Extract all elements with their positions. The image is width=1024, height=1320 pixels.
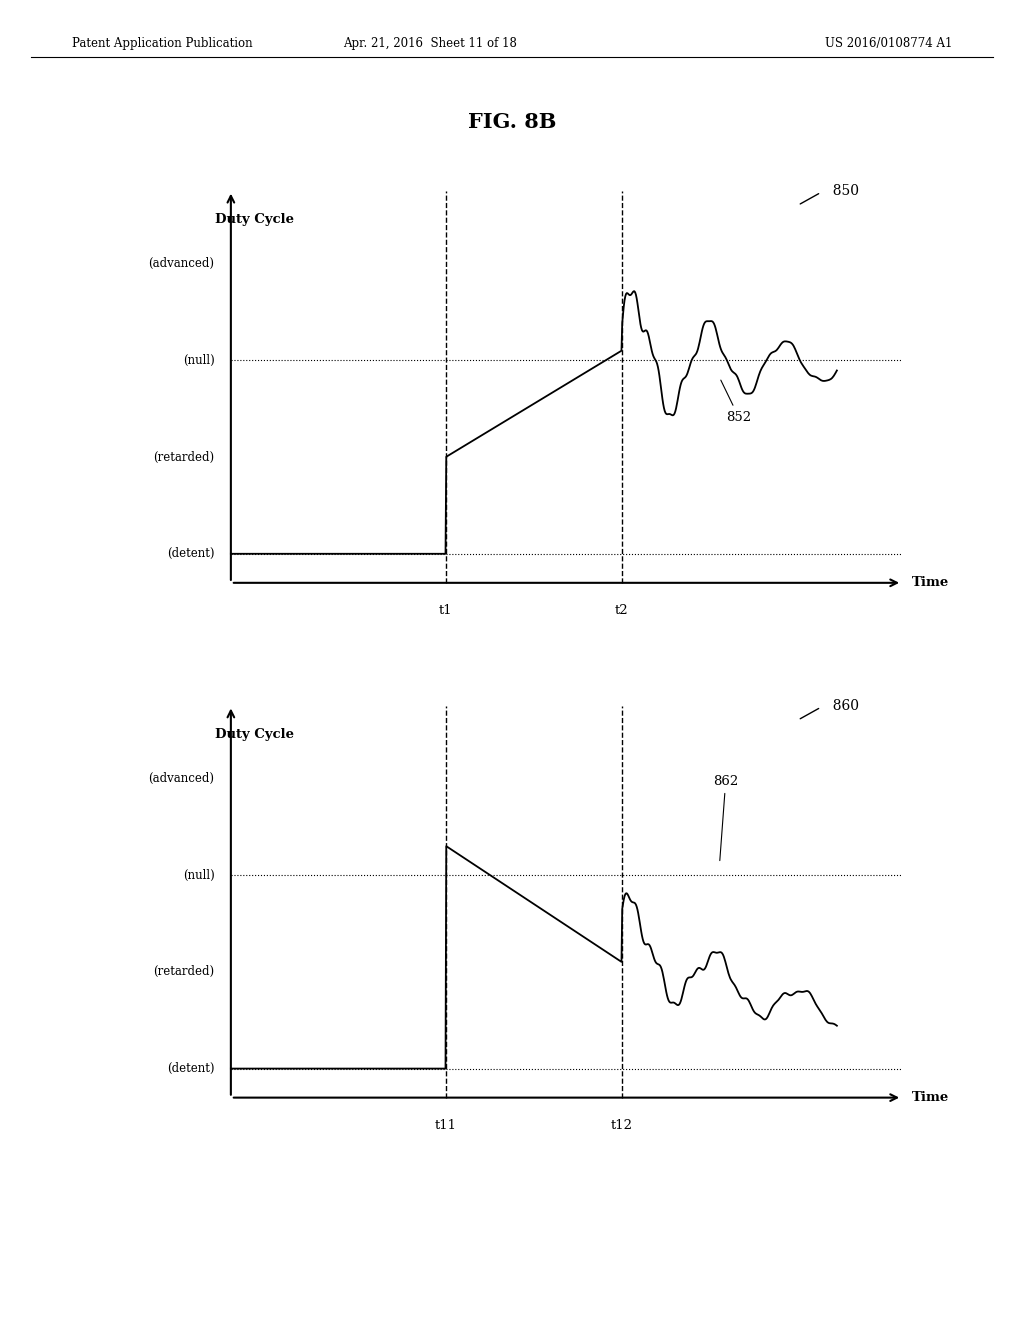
Text: Time: Time xyxy=(911,1092,949,1104)
Text: Apr. 21, 2016  Sheet 11 of 18: Apr. 21, 2016 Sheet 11 of 18 xyxy=(343,37,517,50)
Text: t12: t12 xyxy=(611,1119,633,1133)
Text: t1: t1 xyxy=(439,605,453,618)
Text: (advanced): (advanced) xyxy=(148,772,215,784)
Text: Time: Time xyxy=(911,577,949,589)
Text: Patent Application Publication: Patent Application Publication xyxy=(72,37,252,50)
Text: (detent): (detent) xyxy=(167,1063,215,1074)
Text: 852: 852 xyxy=(721,380,752,424)
Text: 862: 862 xyxy=(713,775,738,861)
Text: t2: t2 xyxy=(615,605,629,618)
Text: FIG. 8B: FIG. 8B xyxy=(468,112,556,132)
Text: (retarded): (retarded) xyxy=(154,450,215,463)
Text: (null): (null) xyxy=(183,869,215,882)
Text: t11: t11 xyxy=(435,1119,457,1133)
Text: (advanced): (advanced) xyxy=(148,257,215,269)
Text: Duty Cycle: Duty Cycle xyxy=(215,214,294,226)
Text: (retarded): (retarded) xyxy=(154,965,215,978)
Text: 850: 850 xyxy=(800,183,859,205)
Text: US 2016/0108774 A1: US 2016/0108774 A1 xyxy=(825,37,952,50)
Text: (detent): (detent) xyxy=(167,548,215,560)
Text: (null): (null) xyxy=(183,354,215,367)
Text: 860: 860 xyxy=(800,698,859,719)
Text: Duty Cycle: Duty Cycle xyxy=(215,729,294,741)
